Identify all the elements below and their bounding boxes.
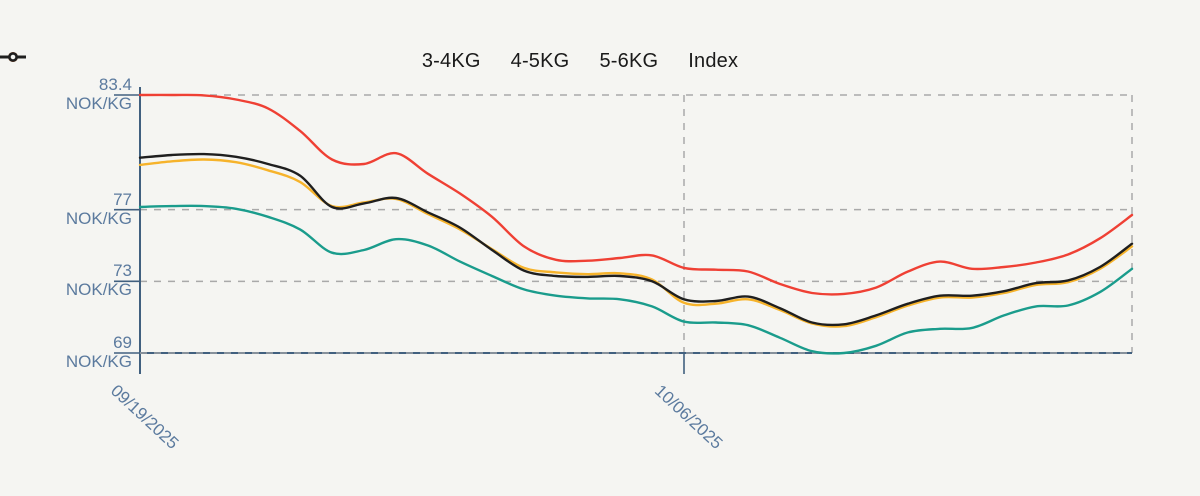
legend-label: 5-6KG <box>599 50 659 72</box>
y-tick-unit: NOK/KG <box>65 94 132 113</box>
legend-item-index[interactable]: Index <box>0 50 739 73</box>
series-line-3-4kg <box>138 204 1134 355</box>
legend-label: 4-5KG <box>510 50 570 72</box>
y-tick-value: 69 <box>113 333 132 352</box>
y-axis-label-69: 69 NOK/KG <box>22 333 132 371</box>
y-axis-label-77: 77 NOK/KG <box>22 190 132 228</box>
series-line-index <box>138 152 1134 327</box>
legend-marker-icon <box>0 52 26 62</box>
y-axis-label-73: 73 NOK/KG <box>22 261 132 299</box>
legend-label: Index <box>688 50 739 72</box>
y-tick-unit: NOK/KG <box>65 208 132 228</box>
y-axis-label-83.4: 83.4 NOK/KG <box>22 75 132 113</box>
y-tick-value: 77 <box>113 189 132 209</box>
series-line-4-5kg <box>138 158 1134 328</box>
y-tick-unit: NOK/KG <box>65 280 132 300</box>
series-line-5-6kg <box>138 93 1134 296</box>
y-tick-unit: NOK/KG <box>65 352 132 371</box>
y-tick-value: 73 <box>113 261 132 281</box>
chart-legend: 3-4KG 4-5KG 5-6KG Index <box>0 50 1160 73</box>
legend-label: 3-4KG <box>421 50 481 72</box>
y-tick-value: 83.4 <box>98 75 132 94</box>
